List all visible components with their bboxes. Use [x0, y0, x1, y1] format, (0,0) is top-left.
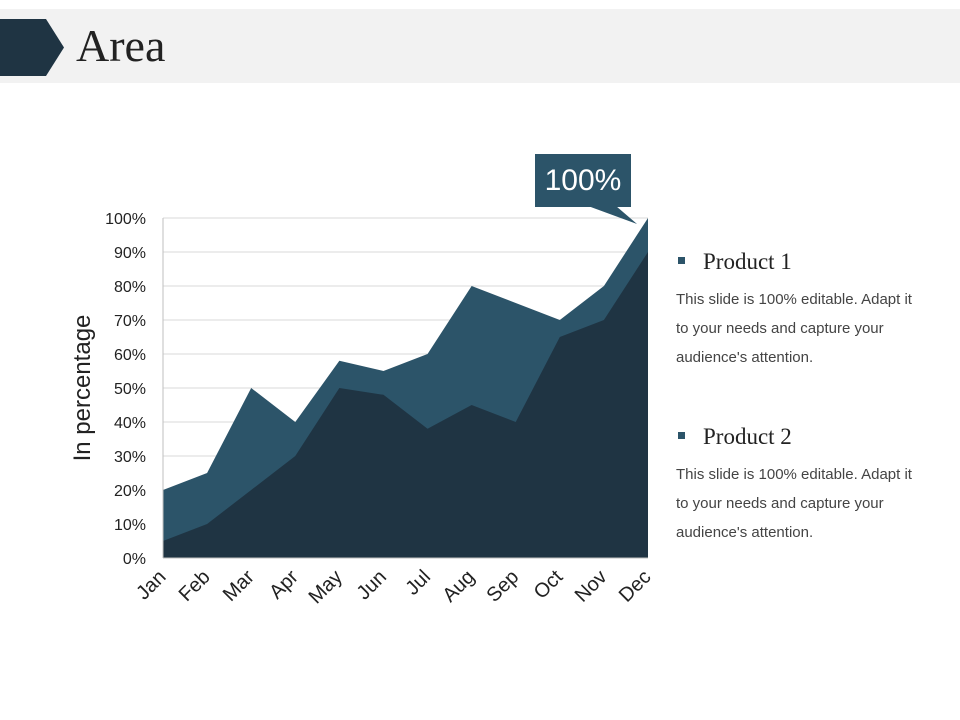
legend-description: This slide is 100% editable. Adapt it to…: [676, 466, 912, 541]
legend-label: Product 1: [703, 249, 792, 274]
callout-box: [535, 154, 631, 207]
legend-description: This slide is 100% editable. Adapt it to…: [676, 291, 912, 366]
legend-bullet-icon: [678, 257, 685, 264]
x-tick-label: Jul: [401, 566, 435, 600]
y-tick-label: 30%: [114, 449, 146, 466]
y-tick-label: 60%: [114, 347, 146, 364]
y-tick-label: 40%: [114, 415, 146, 432]
x-tick-label: Jan: [132, 566, 170, 604]
area-series-2: [163, 252, 648, 558]
title-chevron-icon: [0, 19, 64, 76]
x-tick-label: May: [305, 566, 347, 608]
title-bar: [0, 9, 960, 83]
x-tick-label: Nov: [571, 566, 612, 607]
y-tick-label: 50%: [114, 381, 146, 398]
y-tick-label: 20%: [114, 483, 146, 500]
y-tick-label: 90%: [114, 245, 146, 262]
y-tick-label: 10%: [114, 517, 146, 534]
callout-label: 100%: [545, 164, 622, 197]
legend-bullet-icon: [678, 432, 685, 439]
page-title: Area: [76, 20, 166, 71]
legend-item-product-2: Product 2 This slide is 100% editable. A…: [676, 422, 926, 547]
x-tick-label: Dec: [615, 566, 656, 607]
callout-pointer: [588, 206, 637, 224]
y-tick-label: 100%: [105, 211, 146, 228]
x-tick-label: Sep: [483, 566, 524, 607]
legend-label: Product 2: [703, 424, 792, 449]
x-tick-label: Jun: [353, 566, 391, 604]
y-tick-label: 0%: [123, 551, 146, 568]
x-tick-label: Feb: [175, 566, 215, 606]
x-tick-label: Aug: [438, 566, 479, 607]
x-tick-label: Mar: [219, 566, 259, 606]
x-tick-label: Apr: [265, 566, 303, 604]
x-tick-label: Oct: [530, 566, 568, 604]
y-axis-title: In percentage: [69, 315, 96, 462]
y-tick-label: 80%: [114, 279, 146, 296]
y-tick-label: 70%: [114, 313, 146, 330]
legend-item-product-1: Product 1 This slide is 100% editable. A…: [676, 247, 926, 372]
